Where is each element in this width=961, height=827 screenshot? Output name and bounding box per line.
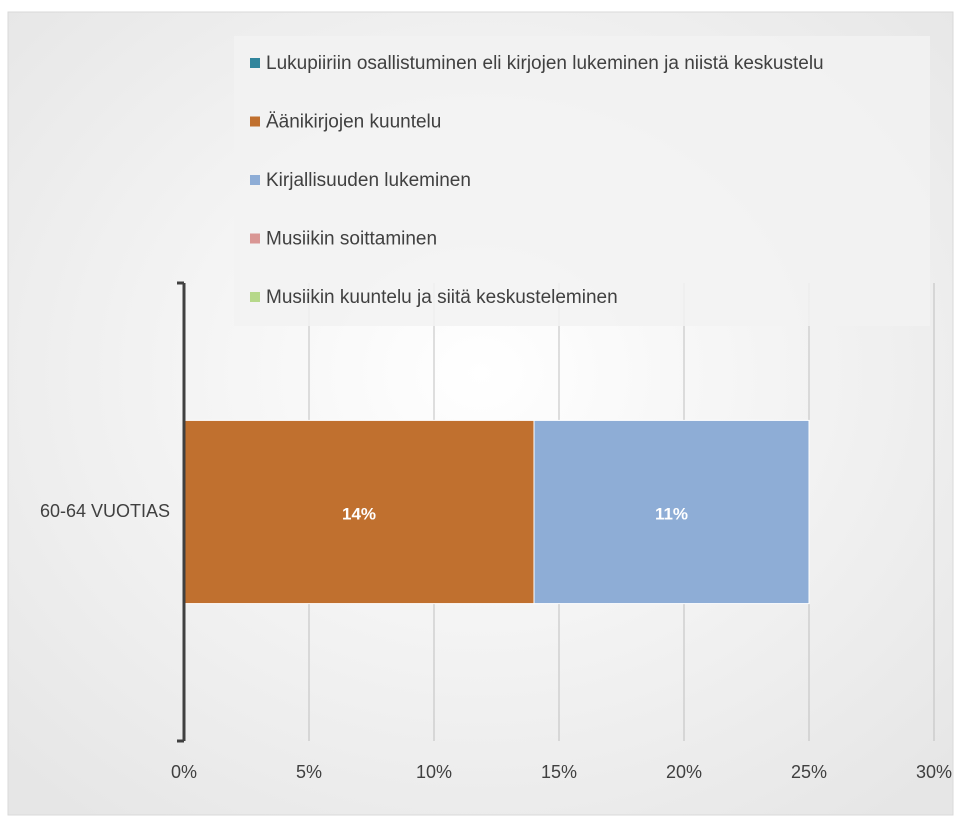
legend-label: Musiikin soittaminen (266, 229, 437, 250)
legend-label: Äänikirjojen kuuntelu (266, 112, 441, 133)
x-tick-label: 10% (416, 762, 452, 782)
x-tick-label: 0% (171, 762, 197, 782)
bar-segment (183, 419, 535, 605)
x-tick-label: 30% (916, 762, 952, 782)
legend-swatch (250, 58, 260, 68)
y-tick-label: 60-64 VUOTIAS (40, 501, 170, 521)
x-tick-label: 25% (791, 762, 827, 782)
legend-label: Kirjallisuuden lukeminen (266, 170, 471, 191)
legend-swatch (250, 175, 260, 185)
legend-label: Lukupiiriin osallistuminen eli kirjojen … (266, 53, 824, 74)
legend-swatch (250, 116, 260, 127)
data-label: 11% (655, 504, 688, 523)
legend-swatch (250, 233, 260, 244)
bar-segment (533, 419, 810, 605)
x-tick-label: 5% (296, 762, 322, 782)
legend-box (234, 36, 930, 326)
x-tick-label: 15% (541, 762, 577, 782)
legend-swatch (250, 292, 260, 302)
x-tick-label: 20% (666, 762, 702, 782)
legend-label: Musiikin kuuntelu ja siitä keskustelemin… (266, 287, 618, 308)
data-label: 14% (342, 504, 376, 523)
